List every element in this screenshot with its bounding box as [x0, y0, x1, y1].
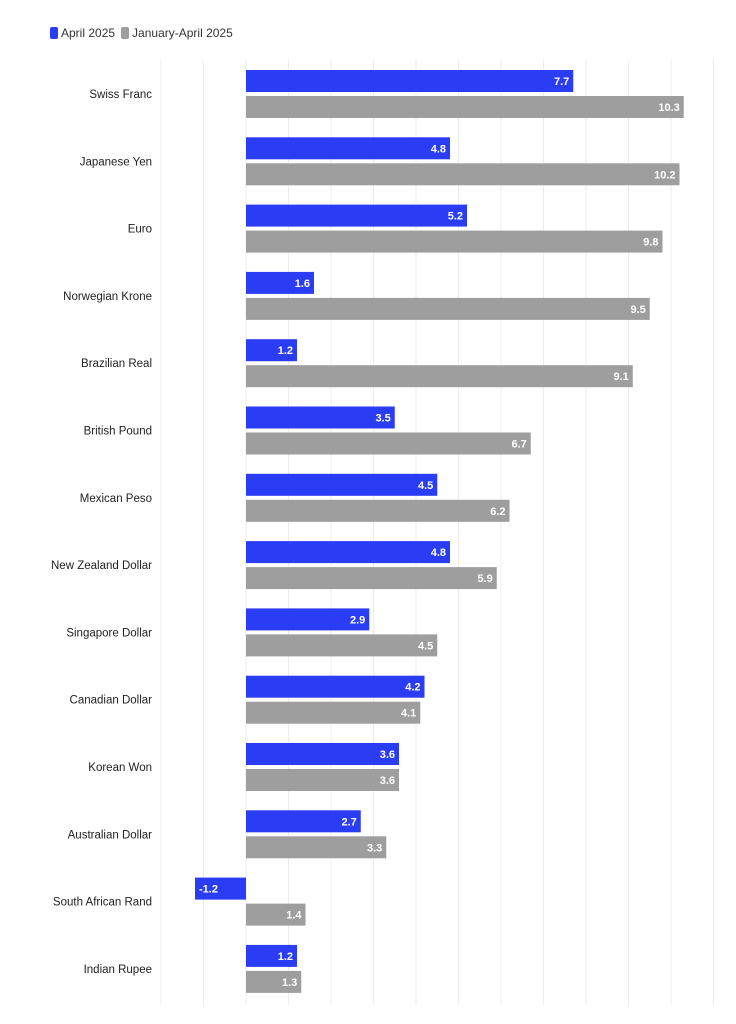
- value-label-january-april-2025-brazilian-real: 9.1: [613, 371, 628, 383]
- bar-april-2025-swiss-franc: [246, 70, 574, 92]
- bar-april-2025-british-pound: [246, 406, 395, 429]
- bar-april-2025-canadian-dollar: [246, 675, 425, 698]
- legend-label-january-april-2025: January-April 2025: [132, 26, 233, 40]
- legend: April 2025 January-April 2025: [50, 26, 239, 40]
- value-label-april-2025-swiss-franc: 7.7: [554, 76, 569, 88]
- value-label-january-april-2025-korean-won: 3.6: [380, 775, 395, 787]
- value-label-january-april-2025-canadian-dollar: 4.1: [401, 708, 416, 720]
- bar-april-2025-korean-won: [246, 743, 399, 765]
- legend-item-april-2025: April 2025: [50, 26, 115, 40]
- bar-january-april-2025-euro: [246, 230, 663, 253]
- bar-january-april-2025-norwegian-krone: [246, 297, 650, 320]
- bar-april-2025-new-zealand-dollar: [246, 541, 450, 564]
- value-label-april-2025-australian-dollar: 2.7: [341, 816, 356, 828]
- value-label-april-2025-british-pound: 3.5: [375, 413, 390, 425]
- legend-swatch-april-2025: [50, 27, 58, 39]
- value-label-april-2025-mexican-peso: 4.5: [418, 480, 433, 492]
- bar-january-april-2025-british-pound: [246, 432, 531, 455]
- value-label-april-2025-indian-rupee: 1.2: [278, 951, 293, 963]
- value-label-january-april-2025-new-zealand-dollar: 5.9: [477, 573, 492, 585]
- legend-label-april-2025: April 2025: [61, 26, 116, 40]
- bar-january-april-2025-indian-rupee: [246, 970, 302, 993]
- bar-january-april-2025-japanese-yen: [246, 163, 680, 186]
- bar-january-april-2025-canadian-dollar: [246, 701, 421, 724]
- value-label-january-april-2025-mexican-peso: 6.2: [490, 506, 505, 518]
- category-label-indian-rupee: Indian Rupee: [84, 964, 152, 976]
- bar-april-2025-brazilian-real: [246, 339, 297, 362]
- bar-january-april-2025-mexican-peso: [246, 499, 510, 522]
- value-label-january-april-2025-indian-rupee: 1.3: [282, 977, 297, 989]
- legend-item-january-april-2025: January-April 2025: [121, 26, 233, 40]
- bar-april-2025-norwegian-krone: [246, 271, 314, 294]
- category-label-singapore-dollar: Singapore Dollar: [66, 627, 152, 639]
- category-label-euro: Euro: [128, 224, 152, 236]
- category-label-british-pound: British Pound: [84, 426, 152, 438]
- bar-january-april-2025-korean-won: [246, 769, 399, 791]
- bar-january-april-2025-singapore-dollar: [246, 634, 438, 657]
- category-label-swiss-franc: Swiss Franc: [89, 89, 152, 101]
- category-label-south-african-rand: South African Rand: [53, 897, 152, 909]
- bar-january-april-2025-brazilian-real: [246, 365, 633, 388]
- bar-april-2025-indian-rupee: [246, 944, 297, 967]
- bar-january-april-2025-australian-dollar: [246, 836, 387, 859]
- value-label-april-2025-canadian-dollar: 4.2: [405, 682, 420, 694]
- value-label-april-2025-euro: 5.2: [448, 211, 463, 223]
- value-label-april-2025-korean-won: 3.6: [380, 749, 395, 761]
- value-label-january-april-2025-swiss-franc: 10.3: [658, 102, 679, 114]
- value-label-january-april-2025-euro: 9.8: [643, 237, 658, 249]
- bar-april-2025-japanese-yen: [246, 137, 450, 160]
- category-label-norwegian-krone: Norwegian Krone: [63, 291, 152, 303]
- value-label-april-2025-south-african-rand: -1.2: [199, 884, 218, 896]
- value-label-january-april-2025-south-african-rand: 1.4: [286, 910, 302, 922]
- value-label-april-2025-japanese-yen: 4.8: [431, 143, 446, 155]
- value-label-january-april-2025-singapore-dollar: 4.5: [418, 640, 433, 652]
- category-label-korean-won: Korean Won: [88, 762, 152, 774]
- value-label-january-april-2025-japanese-yen: 10.2: [654, 169, 675, 181]
- legend-swatch-january-april-2025: [121, 27, 130, 39]
- category-label-australian-dollar: Australian Dollar: [68, 829, 153, 841]
- category-label-japanese-yen: Japanese Yen: [80, 156, 152, 168]
- bar-april-2025-mexican-peso: [246, 473, 438, 496]
- bar-january-april-2025-new-zealand-dollar: [246, 567, 497, 590]
- category-label-canadian-dollar: Canadian Dollar: [70, 695, 153, 707]
- bar-april-2025-singapore-dollar: [246, 608, 370, 631]
- value-label-april-2025-brazilian-real: 1.2: [278, 345, 293, 357]
- value-label-april-2025-singapore-dollar: 2.9: [350, 614, 365, 626]
- category-label-brazilian-real: Brazilian Real: [81, 358, 152, 370]
- bar-april-2025-south-african-rand: [195, 877, 246, 900]
- category-label-mexican-peso: Mexican Peso: [80, 493, 152, 505]
- bar-january-april-2025-swiss-franc: [246, 96, 684, 118]
- value-label-april-2025-norwegian-krone: 1.6: [295, 278, 310, 290]
- bar-april-2025-australian-dollar: [246, 810, 361, 833]
- category-label-new-zealand-dollar: New Zealand Dollar: [51, 560, 152, 572]
- bar-april-2025-euro: [246, 204, 467, 227]
- value-label-january-april-2025-australian-dollar: 3.3: [367, 842, 382, 854]
- value-label-april-2025-new-zealand-dollar: 4.8: [431, 547, 446, 559]
- bar-january-april-2025-south-african-rand: [246, 903, 306, 926]
- value-label-january-april-2025-british-pound: 6.7: [511, 439, 526, 451]
- value-label-january-april-2025-norwegian-krone: 9.5: [630, 304, 645, 316]
